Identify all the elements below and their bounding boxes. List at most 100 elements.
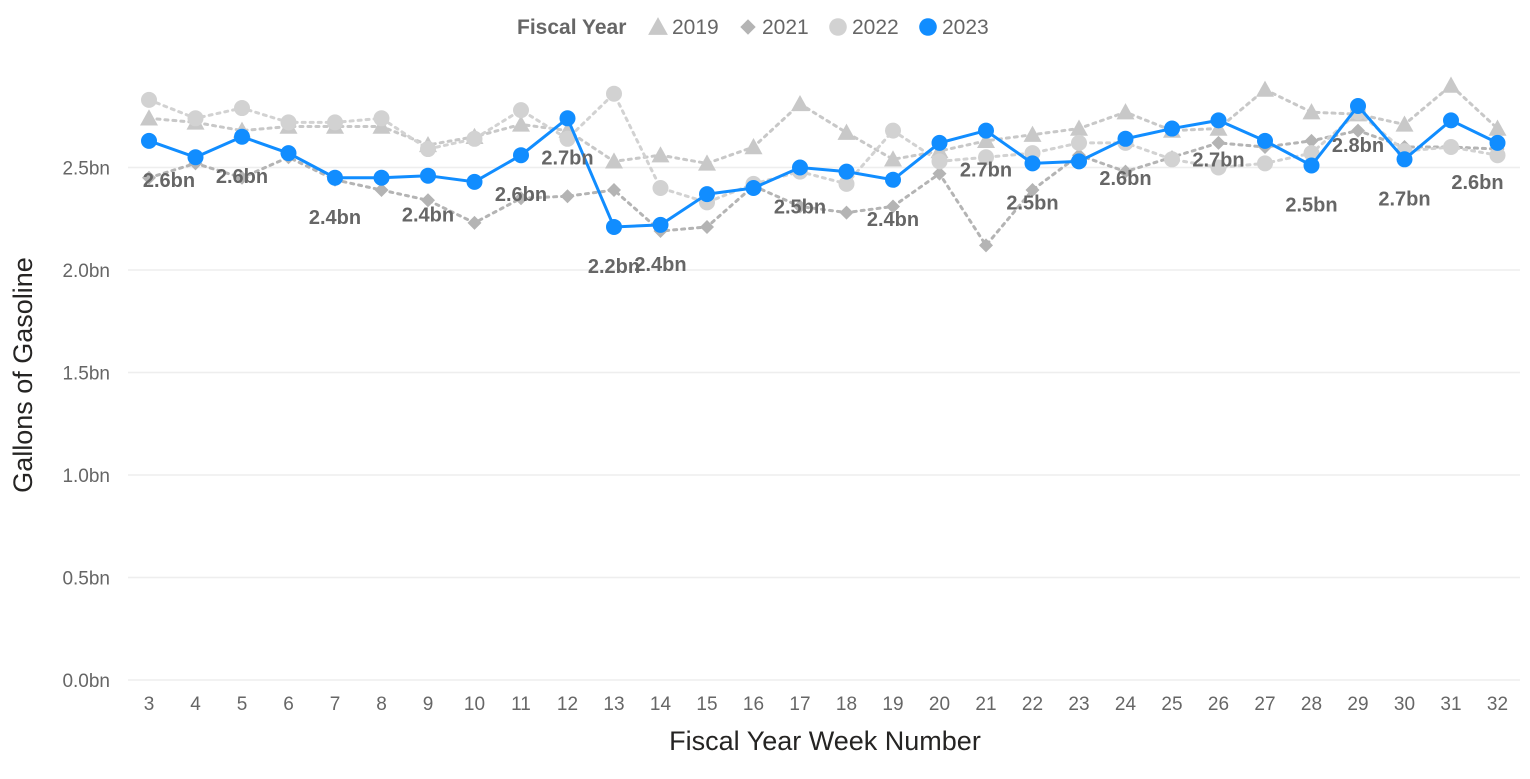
data-point-2023[interactable]: [1117, 130, 1134, 147]
data-point-2019[interactable]: [977, 131, 995, 149]
data-point-2022[interactable]: [1303, 145, 1320, 162]
data-point-2023[interactable]: [931, 134, 948, 151]
data-point-2022[interactable]: [466, 130, 483, 147]
data-point-2023[interactable]: [792, 159, 808, 176]
data-point-2022[interactable]: [1210, 159, 1227, 176]
data-point-2019[interactable]: [1442, 76, 1460, 93]
data-point-2023[interactable]: [141, 132, 157, 149]
legend-item-2019[interactable]: 2019: [648, 16, 719, 39]
data-point-2021[interactable]: [886, 199, 900, 214]
data-point-2022[interactable]: [280, 114, 297, 131]
data-point-2022[interactable]: [885, 122, 901, 139]
legend[interactable]: Fiscal Year 2019 2021 2022 2023: [517, 16, 989, 39]
data-point-2023[interactable]: [1489, 134, 1506, 151]
data-point-2022[interactable]: [1489, 147, 1506, 164]
data-point-2019[interactable]: [744, 138, 763, 155]
data-point-2021[interactable]: [979, 238, 993, 253]
data-point-2023[interactable]: [1350, 98, 1366, 114]
data-point-2023[interactable]: [466, 173, 483, 190]
data-point-2023[interactable]: [559, 110, 576, 127]
data-point-2023[interactable]: [699, 186, 715, 203]
legend-item-2021[interactable]: 2021: [740, 16, 809, 39]
data-point-2021[interactable]: [374, 183, 389, 198]
data-point-2019[interactable]: [698, 154, 716, 171]
data-point-2023[interactable]: [1210, 112, 1227, 129]
data-point-2023[interactable]: [234, 128, 250, 145]
data-point-2019[interactable]: [140, 109, 158, 126]
data-point-2023[interactable]: [652, 216, 669, 233]
data-point-2022[interactable]: [1443, 139, 1459, 155]
data-point-2023[interactable]: [420, 167, 436, 184]
data-point-2022[interactable]: [559, 130, 576, 147]
data-point-2021[interactable]: [839, 205, 854, 220]
data-point-2023[interactable]: [745, 180, 762, 196]
data-point-2022[interactable]: [931, 153, 948, 170]
data-point-2022[interactable]: [373, 110, 390, 127]
data-point-2023[interactable]: [606, 218, 622, 235]
data-point-2021[interactable]: [235, 170, 249, 185]
legend-marker-2019[interactable]: [648, 17, 668, 35]
data-point-2019[interactable]: [837, 123, 856, 140]
data-point-2023[interactable]: [513, 147, 529, 164]
data-point-2019[interactable]: [1395, 115, 1414, 132]
legend-item-2022[interactable]: 2022: [829, 16, 899, 39]
data-point-2022[interactable]: [234, 100, 250, 117]
data-point-2023[interactable]: [373, 169, 390, 186]
legend-item-2023[interactable]: 2023: [919, 16, 989, 39]
data-point-2022[interactable]: [141, 91, 157, 108]
data-point-2022[interactable]: [1257, 155, 1273, 172]
data-point-2021[interactable]: [1304, 133, 1319, 148]
data-point-2022[interactable]: [420, 141, 436, 158]
data-point-2023[interactable]: [1024, 155, 1041, 172]
data-point-2023[interactable]: [1071, 153, 1087, 170]
data-point-2019[interactable]: [1116, 103, 1135, 120]
data-point-2019[interactable]: [651, 146, 670, 163]
data-point-2022[interactable]: [978, 149, 994, 166]
data-point-2022[interactable]: [327, 114, 343, 131]
data-point-2023[interactable]: [187, 149, 204, 166]
data-point-2023[interactable]: [978, 122, 994, 139]
data-point-2022[interactable]: [1071, 134, 1087, 151]
data-point-2022[interactable]: [187, 110, 204, 127]
data-point-2021[interactable]: [421, 193, 435, 208]
legend-marker-2023[interactable]: [919, 18, 937, 36]
data-point-2021[interactable]: [560, 189, 575, 204]
data-point-2021[interactable]: [1351, 123, 1365, 138]
data-point-2019[interactable]: [1023, 125, 1042, 142]
data-point-2021[interactable]: [700, 219, 714, 234]
x-tick-label: 9: [423, 694, 434, 715]
data-point-2021[interactable]: [142, 170, 156, 185]
data-point-2019[interactable]: [1256, 80, 1274, 97]
data-point-2021[interactable]: [1118, 164, 1133, 179]
legend-marker-2022[interactable]: [829, 18, 847, 36]
data-point-2019[interactable]: [1070, 119, 1088, 136]
data-point-2023[interactable]: [1257, 132, 1273, 149]
data-point-2021[interactable]: [467, 215, 482, 230]
data-point-2021[interactable]: [793, 199, 807, 214]
data-point-2021[interactable]: [1025, 183, 1040, 198]
legend-marker-2021[interactable]: [740, 19, 756, 35]
data-point-2019[interactable]: [884, 150, 902, 167]
data-point-2023[interactable]: [327, 169, 343, 186]
data-point-2023[interactable]: [1443, 112, 1459, 129]
data-point-2022[interactable]: [606, 85, 622, 102]
data-point-2019[interactable]: [512, 115, 530, 132]
data-point-2019[interactable]: [791, 94, 809, 112]
data-point-2022[interactable]: [1164, 151, 1180, 168]
data-point-2019[interactable]: [1302, 103, 1321, 120]
data-point-2022[interactable]: [513, 102, 529, 119]
data-point-2023[interactable]: [1164, 120, 1180, 137]
data-point-2023[interactable]: [1396, 151, 1413, 168]
data-point-2021[interactable]: [514, 191, 528, 206]
data-point-2022[interactable]: [652, 180, 669, 196]
data-point-2022[interactable]: [838, 175, 855, 192]
data-point-2023[interactable]: [280, 145, 297, 162]
data-point-2023[interactable]: [1303, 157, 1320, 174]
data-point-2021[interactable]: [932, 166, 947, 181]
data-point-2023[interactable]: [885, 171, 901, 188]
data-point-2023[interactable]: [838, 163, 855, 180]
data-point-2019[interactable]: [605, 152, 623, 169]
data-point-2021[interactable]: [607, 183, 621, 198]
data-point-2019[interactable]: [1488, 119, 1507, 136]
data-point-2021[interactable]: [1211, 135, 1226, 150]
